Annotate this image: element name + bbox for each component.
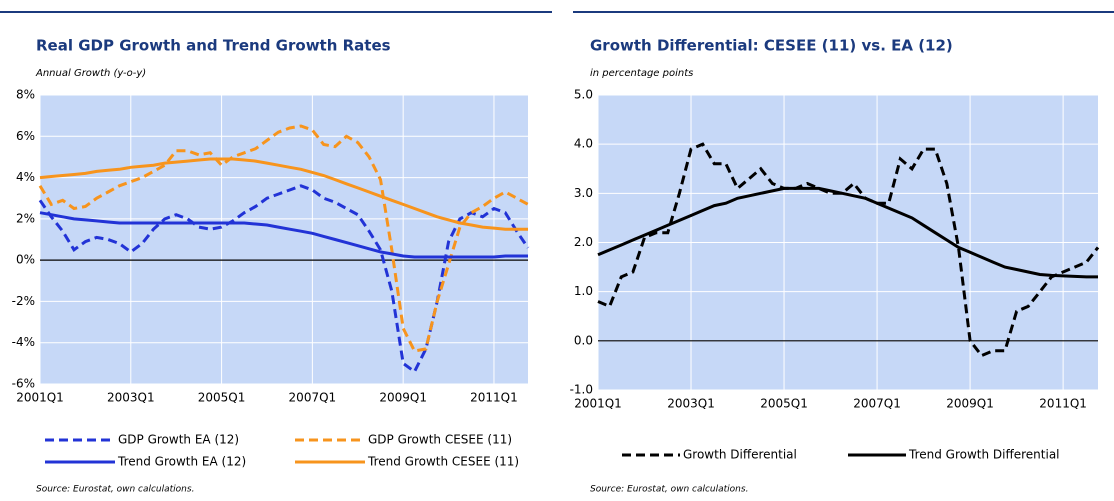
x-tick-label: 2007Q1 [289, 391, 337, 405]
x-tick-label: 2005Q1 [198, 391, 246, 405]
series-line [597, 186, 1098, 279]
y-tick-label: 2.0 [574, 235, 593, 249]
x-tick-label: 2005Q1 [760, 397, 808, 411]
y-tick-label: 8% [16, 88, 35, 102]
y-tick-label: 4% [16, 170, 35, 184]
series-line [38, 184, 530, 374]
x-tick-label: 2003Q1 [667, 397, 715, 411]
series-line [38, 124, 529, 353]
x-tick-label: 2009Q1 [379, 391, 427, 405]
series-line [597, 142, 1100, 358]
legend-label: GDP Growth CESEE (11) [368, 433, 512, 447]
legend-label: Trend Growth Differential [908, 448, 1060, 462]
legend-label: GDP Growth EA (12) [118, 433, 239, 447]
x-tick-label: 2009Q1 [946, 397, 994, 411]
x-tick-label: 2001Q1 [16, 391, 64, 405]
series-line [39, 157, 528, 231]
x-tick-label: 2007Q1 [853, 397, 901, 411]
chart-title: Growth Differential: CESEE (11) vs. EA (… [590, 37, 953, 55]
y-tick-label: -4% [12, 335, 35, 349]
y-tick-label: 1.0 [574, 284, 593, 298]
y-tick-label: -6% [12, 377, 35, 391]
source-note: Source: Eurostat, own calculations. [590, 485, 748, 495]
x-tick-label: 2011Q1 [470, 391, 518, 405]
chart-subtitle: Annual Growth (y-o-y) [35, 68, 146, 79]
y-tick-label: -1.0 [570, 383, 593, 397]
x-tick-label: 2011Q1 [1039, 397, 1087, 411]
y-tick-label: 5.0 [574, 88, 593, 102]
y-tick-label: 0% [16, 253, 35, 267]
y-tick-label: 3.0 [574, 186, 593, 200]
y-tick-label: 6% [16, 129, 35, 143]
chart-subtitle: in percentage points [590, 68, 693, 79]
plot-area [40, 95, 528, 384]
y-tick-label: -2% [12, 294, 35, 308]
legend-label: Growth Differential [683, 448, 797, 462]
x-tick-label: 2001Q1 [574, 397, 622, 411]
legend-label: Trend Growth EA (12) [117, 455, 246, 469]
y-tick-label: 2% [16, 211, 35, 225]
x-tick-label: 2003Q1 [107, 391, 155, 405]
chart-title: Real GDP Growth and Trend Growth Rates [36, 37, 391, 55]
y-tick-label: 0.0 [574, 333, 593, 347]
y-tick-label: 4.0 [574, 137, 593, 151]
legend-label: Trend Growth CESEE (11) [367, 455, 519, 469]
source-note: Source: Eurostat, own calculations. [36, 485, 194, 495]
series-line [39, 211, 528, 259]
